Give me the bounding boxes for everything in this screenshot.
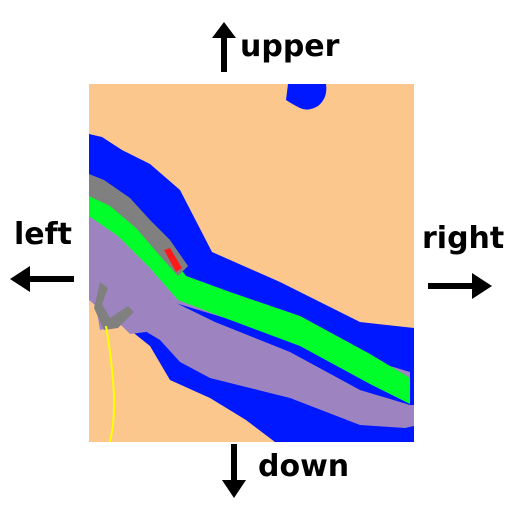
road-band: [89, 218, 414, 428]
arrow-left-icon: [10, 266, 74, 292]
direction-label-left: left: [14, 217, 73, 252]
arrow-right-icon: [428, 273, 492, 299]
gray-structure-2: [94, 282, 134, 330]
gray-structure: [89, 174, 188, 276]
red-marker: [164, 248, 182, 272]
arrow-down-icon: [222, 444, 246, 498]
direction-label-right: right: [422, 221, 505, 256]
direction-label-up: upper: [240, 29, 340, 64]
direction-label-down: down: [258, 449, 350, 484]
water-pond: [286, 84, 327, 110]
vegetation-band: [89, 190, 410, 404]
yellow-path: [105, 325, 116, 442]
river-water: [89, 134, 414, 442]
arrow-up-icon: [212, 22, 236, 72]
